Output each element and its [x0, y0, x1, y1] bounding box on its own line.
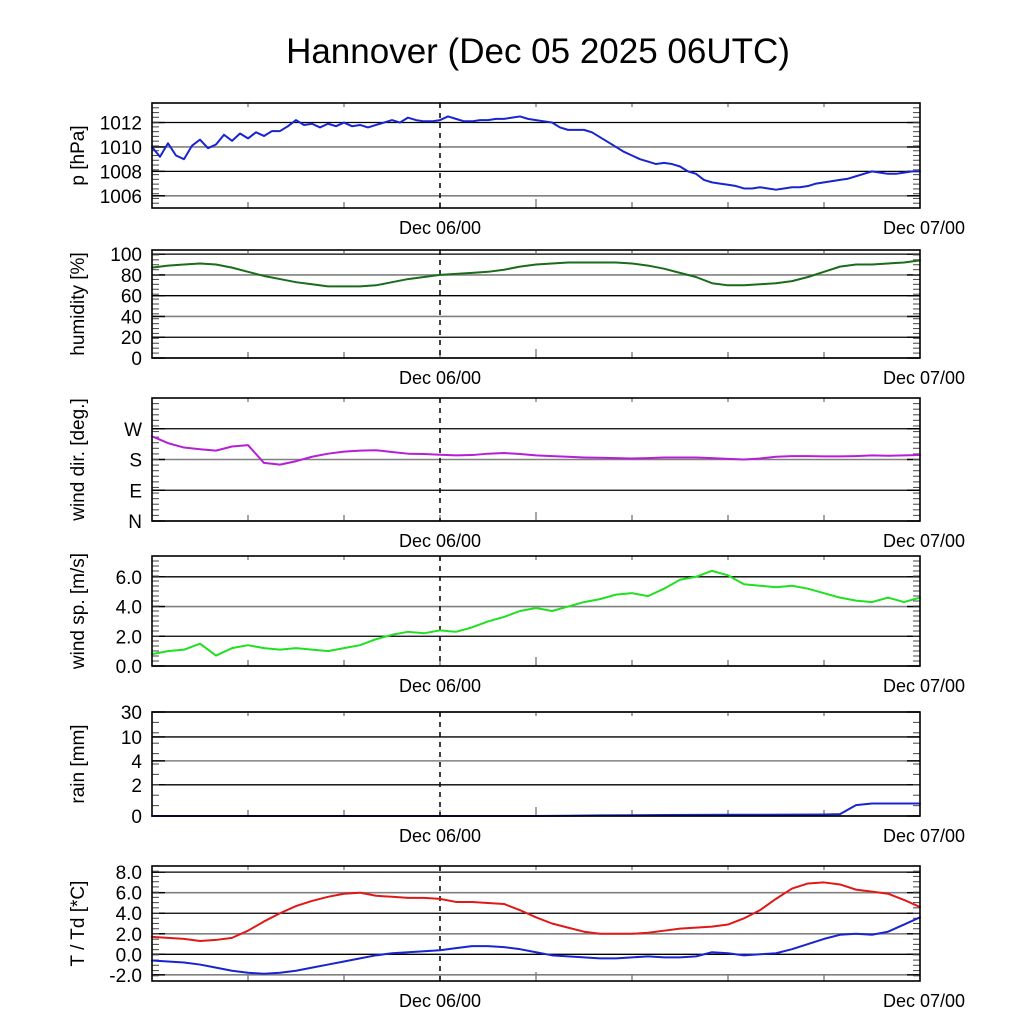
y-tick-label: 80 — [121, 266, 142, 287]
y-tick-label: 6.0 — [116, 568, 142, 589]
y-tick-label: 4.0 — [116, 598, 142, 619]
plot-area-temperature — [152, 866, 920, 981]
x-axis-label-day2: Dec 07/00 — [883, 676, 965, 696]
x-axis-label-day2: Dec 07/00 — [883, 368, 965, 388]
y-tick-label: 8.0 — [116, 863, 142, 884]
y-tick-label: 6.0 — [116, 884, 142, 905]
axis-title-pressure: p [hPa] — [68, 125, 89, 185]
y-tick-label: 1012 — [100, 114, 142, 135]
x-axis-label-day1: Dec 06/00 — [399, 368, 481, 388]
axis-title-rain: rain [mm] — [68, 724, 89, 803]
panel-temperature: -2.00.02.04.06.08.0 T / Td [*C] Dec 06/00 D… — [68, 863, 965, 1011]
y-tick-label: 60 — [121, 287, 142, 308]
plot-area-humidity — [152, 250, 920, 358]
y-tick-label: 2.0 — [116, 627, 142, 648]
y-tick-label: 4 — [131, 752, 142, 773]
panel-pressure: 1006 1008 1010 1012 p [hPa] Dec 06/00 Dec 07/0… — [68, 102, 965, 238]
x-axis-label-day1: Dec 06/00 — [399, 676, 481, 696]
series-line-wind_speed-wind-speed — [151, 569, 921, 657]
plot-frame-temperature — [151, 865, 921, 982]
series-line-humidity-relative-humidity — [151, 259, 921, 288]
series-line-wind_dir-wind-direction — [151, 435, 921, 466]
axis-title-wind_speed: wind sp. [m/s] — [68, 553, 89, 670]
panel-rain: 0 2 4 10 30 rain [mm] Dec 06/00 Dec 07/00 — [68, 703, 965, 846]
y-tick-label: 1006 — [100, 187, 142, 208]
plot-area-wind_speed — [152, 556, 920, 666]
x-axis-label-day1: Dec 06/00 — [399, 531, 481, 551]
y-tick-label: 30 — [121, 703, 142, 724]
axis-title-temperature: T / Td [*C] — [68, 881, 89, 967]
series-line-pressure-p — [151, 115, 921, 191]
x-axis-label-day2: Dec 07/00 — [883, 826, 965, 846]
x-axis-label-day2: Dec 07/00 — [883, 991, 965, 1011]
series-line-temperature-td — [151, 916, 921, 975]
y-tick-label: E — [129, 481, 142, 502]
y-tick-label: 1010 — [100, 138, 142, 159]
axis-title-wind_dir: wind dir. [deg.] — [68, 398, 89, 522]
y-tick-label: -2.0 — [109, 966, 142, 987]
series-line-temperature-t — [151, 881, 921, 942]
y-tick-label: 2.0 — [116, 925, 142, 946]
x-axis-label-day1: Dec 06/00 — [399, 218, 481, 238]
plot-frame-wind_dir — [151, 397, 921, 522]
plot-frame-pressure — [151, 102, 921, 209]
panel-wind_speed: 0.0 2.0 4.0 6.0 wind sp. [m/s] Dec 06/00 Dec 0… — [68, 553, 965, 696]
y-tick-label: 0 — [131, 349, 142, 370]
plot-frame-wind_speed — [151, 555, 921, 667]
y-tick-label: 0 — [131, 807, 142, 828]
y-tick-label: 40 — [121, 307, 142, 328]
plot-frame-rain — [151, 711, 921, 817]
y-tick-label: 2 — [131, 776, 142, 797]
y-tick-label: 10 — [121, 728, 142, 749]
y-tick-label: 4.0 — [116, 904, 142, 925]
y-tick-label: 0.0 — [116, 945, 142, 966]
y-tick-label: 100 — [110, 245, 142, 266]
plot-area-pressure — [152, 103, 920, 208]
y-tick-label: 1008 — [100, 162, 142, 183]
plot-area-rain — [152, 712, 920, 816]
x-axis-label-day1: Dec 06/00 — [399, 991, 481, 1011]
page-title: Hannover (Dec 05 2025 06UTC) — [286, 32, 790, 71]
y-tick-label: 20 — [121, 328, 142, 349]
y-tick-label: 0.0 — [116, 657, 142, 678]
y-tick-label: W — [124, 420, 142, 441]
x-axis-label-day2: Dec 07/00 — [883, 218, 965, 238]
y-tick-label: N — [128, 512, 142, 533]
panels-group: 1006 1008 1010 1012 p [hPa] Dec 06/00 Dec 07/0… — [68, 102, 965, 1011]
x-axis-label-day1: Dec 06/00 — [399, 826, 481, 846]
y-tick-label: S — [129, 451, 142, 472]
x-axis-label-day2: Dec 07/00 — [883, 531, 965, 551]
axis-title-humidity: humidity [%] — [68, 252, 89, 355]
plot-frame-humidity — [151, 249, 921, 359]
